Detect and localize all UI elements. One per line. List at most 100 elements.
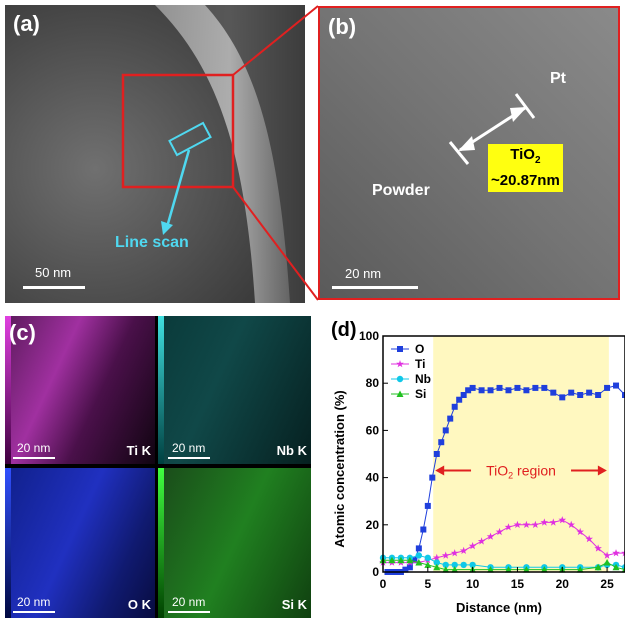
legend-label: Si — [415, 387, 426, 401]
svg-text:TiO2 region: TiO2 region — [486, 463, 556, 481]
data-point-ti — [495, 527, 504, 536]
data-point-ti — [459, 546, 468, 554]
data-point-o — [451, 403, 458, 410]
panel-a-scale-bar — [23, 286, 85, 289]
data-point-ti — [549, 518, 558, 526]
data-point-o — [433, 451, 440, 457]
panel-c-label: (c) — [9, 320, 36, 345]
y-tick-label: 100 — [359, 329, 379, 343]
data-point-o — [568, 389, 575, 396]
data-point-ti — [433, 553, 441, 562]
legend-marker — [396, 360, 404, 368]
data-point-si — [540, 566, 548, 573]
data-point-o — [411, 557, 418, 564]
panel-b-hrtem-image: (b) Pt Powder TiO2 ~20.87nm 20 nm — [318, 6, 620, 300]
data-point-si — [397, 556, 405, 564]
data-point-si — [406, 556, 414, 564]
legend-label: O — [415, 342, 424, 356]
data-point-ti — [468, 542, 477, 550]
data-point-o — [613, 382, 620, 389]
o-scale-bar — [13, 611, 55, 613]
data-point-o — [420, 526, 427, 533]
x-axis-label: Distance (nm) — [456, 600, 542, 615]
tio2-thickness-label: TiO2 ~20.87nm — [488, 144, 563, 192]
data-point-ti — [450, 549, 459, 557]
data-point-o — [595, 392, 602, 398]
series-si — [379, 556, 625, 573]
x-tick-label: 15 — [511, 577, 525, 591]
data-point-si — [415, 559, 423, 566]
panel-b-scale-text: 20 nm — [345, 266, 382, 281]
x-tick-label: 10 — [466, 577, 480, 591]
data-point-si — [451, 566, 459, 573]
legend-marker — [397, 346, 403, 352]
data-point-o — [622, 392, 625, 398]
data-point-si — [603, 559, 611, 566]
data-point-si — [594, 563, 602, 571]
data-point-ti — [522, 520, 531, 528]
tio2-region-band — [433, 336, 609, 572]
nb-scale-text: 20 nm — [172, 441, 206, 455]
data-point-ti — [603, 551, 611, 559]
tio2-sub: 2 — [534, 155, 541, 166]
data-point-nb — [442, 561, 449, 569]
data-point-nb — [415, 552, 423, 559]
panel-d-label: (d) — [331, 319, 357, 341]
panel-b-scale-bar — [332, 286, 418, 289]
legend-marker — [396, 375, 404, 383]
tio2-text: TiO — [510, 146, 535, 163]
data-point-si — [433, 563, 441, 571]
si-color-bar — [158, 468, 164, 618]
panel-d-line-scan-chart: 0 5 10 15 20 25 0 20 40 60 80 100 (d) Atomic concen… — [331, 319, 625, 615]
nb-map-label: Nb K — [276, 443, 307, 458]
data-point-ti — [441, 551, 450, 559]
data-point-o — [456, 396, 463, 403]
data-point-ti — [621, 549, 625, 557]
panel-c-eds-maps: Ti K 20 nm Nb K 20 nm O K 20 nm Si K 20 … — [5, 316, 311, 618]
data-point-o — [505, 387, 512, 394]
data-point-ti — [504, 523, 513, 531]
data-point-nb — [460, 561, 467, 569]
ti-scale-bar — [13, 457, 55, 459]
data-point-ti — [594, 544, 602, 552]
data-point-o — [559, 394, 566, 401]
tio2-region-label: TiO2 region — [435, 461, 607, 481]
data-point-ti — [567, 520, 575, 528]
data-point-si — [621, 566, 625, 573]
data-point-o — [514, 384, 521, 391]
data-point-nb — [433, 559, 440, 566]
data-point-nb — [451, 561, 458, 569]
data-point-si — [504, 566, 512, 573]
o-color-bar — [5, 468, 11, 618]
line-scan-box — [168, 121, 212, 157]
data-point-o — [478, 387, 485, 394]
panel-b-label: (b) — [328, 14, 357, 39]
eds-map-si: Si K 20 nm — [158, 468, 311, 618]
eds-map-o: O K 20 nm — [5, 468, 155, 618]
panel-a-tem-image: (a) Line scan 50 nm — [5, 5, 305, 303]
y-tick-label: 80 — [366, 376, 380, 390]
region-label-sub: 2 — [508, 471, 513, 481]
data-point-si — [424, 561, 432, 568]
o-map-label: O K — [127, 597, 151, 612]
data-point-o — [447, 415, 454, 422]
data-point-o — [586, 389, 593, 396]
si-scale-text: 20 nm — [172, 595, 206, 609]
data-point-o — [465, 387, 472, 394]
y-tick-label: 40 — [366, 471, 380, 485]
data-point-o — [424, 502, 431, 509]
y-tick-label: 20 — [366, 518, 380, 532]
data-point-o — [469, 384, 476, 391]
si-scale-bar — [168, 611, 210, 613]
data-point-si — [522, 566, 530, 573]
data-point-ti — [513, 520, 522, 528]
legend-marker — [396, 390, 404, 397]
data-point-o — [604, 384, 611, 391]
y-tick-label: 0 — [372, 565, 379, 579]
data-point-o — [460, 392, 467, 398]
panel-a-image — [5, 5, 305, 303]
series-line-ti — [383, 519, 625, 564]
thickness-value: ~20.87nm — [491, 172, 560, 189]
powder-label: Powder — [372, 182, 430, 199]
